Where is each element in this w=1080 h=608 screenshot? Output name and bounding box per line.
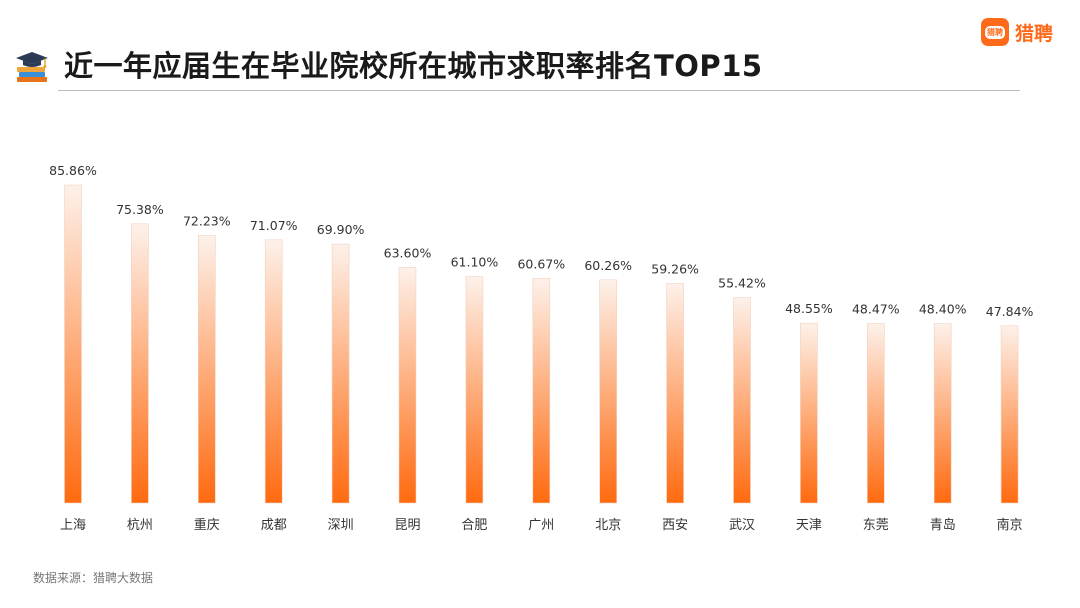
chart-category-labels: 上海 杭州 重庆 成都 深圳 昆明 合肥 广州 北京 西安 武汉 天津 东莞 青岛 南京 — [60, 517, 1023, 533]
bar-成都 — [264, 239, 283, 504]
category-label: 合肥 — [461, 518, 487, 533]
value-label: 60.26% — [584, 258, 632, 273]
category-label: 东莞 — [863, 518, 889, 533]
bar-深圳 — [331, 243, 350, 504]
bar-上海 — [64, 184, 82, 504]
data-source-note: 数据来源：猎聘大数据 — [33, 571, 154, 585]
category-label: 南京 — [997, 517, 1023, 533]
category-label: 天津 — [796, 518, 822, 533]
bar-南京 — [1000, 325, 1019, 504]
category-label: 成都 — [261, 518, 287, 533]
bar-广州 — [532, 277, 551, 504]
value-label: 71.07% — [250, 218, 298, 233]
value-label: 59.26% — [651, 262, 699, 277]
value-label: 72.23% — [183, 214, 231, 229]
category-label: 西安 — [662, 518, 688, 533]
value-label: 48.47% — [852, 302, 900, 317]
bar-昆明 — [398, 267, 417, 504]
category-label: 武汉 — [729, 518, 755, 533]
page-title: 近一年应届生在毕业院校所在城市求职率排名TOP15 — [64, 49, 763, 83]
liepin-logo-icon: 猎聘 — [981, 18, 1009, 46]
value-label: 55.42% — [718, 276, 766, 291]
category-label: 北京 — [595, 518, 621, 533]
bar-东莞 — [866, 323, 885, 504]
category-label: 重庆 — [194, 517, 220, 533]
bar-重庆 — [198, 235, 216, 504]
category-label: 杭州 — [127, 518, 153, 533]
value-label: 75.38% — [116, 202, 164, 217]
bar-青岛 — [933, 323, 952, 504]
brand-name: 猎聘 — [1015, 22, 1054, 45]
value-label: 48.55% — [785, 301, 833, 316]
value-label: 61.10% — [451, 255, 499, 270]
category-label: 广州 — [528, 518, 554, 533]
title-divider — [58, 90, 1020, 91]
bar-杭州 — [131, 223, 149, 504]
chart-value-labels: 85.86% 75.38% 72.23% 71.07% 69.90% 63.60% 61.1… — [49, 163, 1033, 319]
brand: 猎聘 猎聘 — [981, 18, 1053, 46]
value-label: 60.67% — [517, 256, 565, 271]
value-label: 63.60% — [384, 245, 432, 260]
value-label: 85.86% — [49, 163, 97, 178]
category-label: 昆明 — [394, 518, 420, 533]
header: 近一年应届生在毕业院校所在城市求职率排名TOP15 猎聘 猎聘 — [0, 0, 1080, 100]
value-label: 48.40% — [919, 302, 967, 317]
value-label: 69.90% — [317, 222, 365, 237]
bar-北京 — [599, 279, 618, 504]
bar-合肥 — [465, 276, 484, 504]
bar-武汉 — [733, 297, 751, 504]
brand-logo-text: 猎聘 — [985, 25, 1005, 39]
bar-天津 — [800, 322, 818, 504]
category-label: 上海 — [60, 518, 86, 533]
graduation-cap-books-icon — [16, 52, 48, 82]
category-label: 深圳 — [328, 518, 354, 533]
chart-bars — [64, 184, 1019, 504]
category-label: 青岛 — [930, 517, 956, 533]
value-label: 47.84% — [986, 304, 1034, 319]
bar-西安 — [666, 283, 684, 504]
